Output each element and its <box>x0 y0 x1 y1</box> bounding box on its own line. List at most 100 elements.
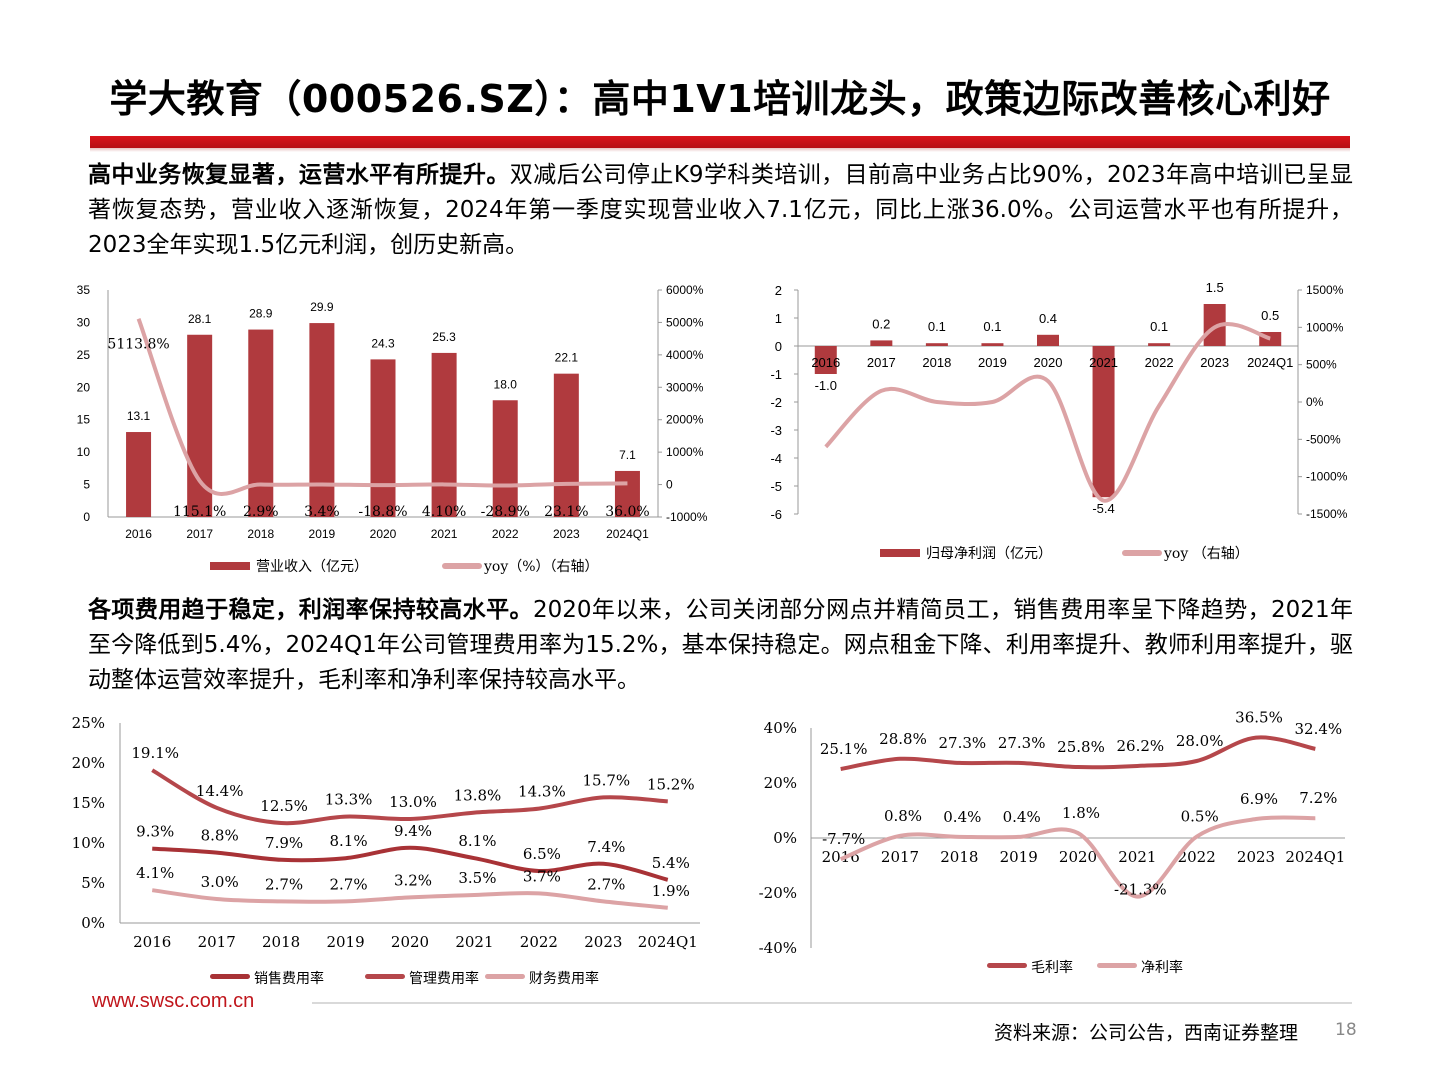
x-tick-label: 2021 <box>1118 848 1156 866</box>
legend-swatch-net-margin <box>1097 963 1137 968</box>
revenue-bar-label: 7.1 <box>619 448 636 462</box>
y-tick-label: -3 <box>770 423 782 438</box>
legend-label-yoy: yoy （右轴） <box>1163 546 1249 562</box>
net-margin-label: 1.8% <box>1062 804 1100 822</box>
legend-label-admin-expense: 管理费用率 <box>409 970 479 987</box>
y-tick-label: 10 <box>77 445 91 459</box>
gross-margin-label: 27.3% <box>939 734 987 752</box>
net-profit-bar-label: -5.4 <box>1092 501 1114 516</box>
admin-expense-label: 15.7% <box>583 771 631 789</box>
y-tick-label: -2 <box>770 395 782 410</box>
y2-tick-label: -1000% <box>666 510 708 524</box>
yoy-label: 23.1% <box>544 504 588 520</box>
x-tick-label: 2024Q1 <box>606 527 649 541</box>
finance-expense-label: 3.2% <box>394 871 432 889</box>
y2-tick-label: 5000% <box>666 315 704 329</box>
gross-margin-label: 28.0% <box>1176 732 1224 750</box>
admin-expense-label: 15.2% <box>647 775 695 793</box>
sales-expense-label: 6.5% <box>523 845 561 863</box>
net-profit-bar-label: 0.1 <box>983 319 1001 334</box>
finance-expense-label: 4.1% <box>136 864 174 882</box>
admin-expense-label: 19.1% <box>131 744 179 762</box>
yoy-label: 115.1% <box>173 504 226 520</box>
x-tick-label: 2019 <box>978 355 1007 370</box>
net-profit-bar <box>1037 334 1059 346</box>
y2-tick-label: 2000% <box>666 413 704 427</box>
legend-swatch-net-profit <box>880 549 920 557</box>
finance-expense-label: 2.7% <box>330 875 368 893</box>
y2-tick-label: 1000% <box>1306 320 1344 334</box>
footer-url[interactable]: www.swsc.com.cn <box>92 990 255 1012</box>
net-margin-label: 7.2% <box>1299 789 1337 807</box>
x-tick-label: 2024Q1 <box>1285 848 1345 866</box>
yoy-label: 2.9% <box>243 504 279 520</box>
section-2-lead: 各项费用趋于稳定，利润率保持较高水平。 <box>88 597 533 623</box>
sales-expense-label: 5.4% <box>652 854 690 872</box>
net-profit-bar-label: 0.1 <box>1150 319 1168 334</box>
y2-tick-label: 1000% <box>666 445 704 459</box>
y2-tick-label: -500% <box>1306 432 1341 446</box>
x-tick-label: 2023 <box>1237 848 1275 866</box>
y-tick-label: 0% <box>81 914 105 932</box>
net-margin-label: 0.8% <box>884 807 922 825</box>
revenue-bar-label: 18.0 <box>494 377 518 391</box>
section-2-body: 2020年以来，公司关闭部分网点并精简员工，销售费用率呈下降趋势，2021年至今… <box>88 597 1353 693</box>
y2-tick-label: 3000% <box>666 380 704 394</box>
revenue-bar <box>309 323 335 517</box>
net-margin-line <box>839 815 1316 899</box>
x-tick-label: 2024Q1 <box>1247 355 1293 370</box>
y-tick-label: 5% <box>81 874 105 892</box>
x-tick-label: 2016 <box>811 355 840 370</box>
net-profit-bar <box>870 340 893 346</box>
net-profit-bar <box>981 343 1004 346</box>
y-tick-label: 35 <box>77 283 91 297</box>
finance-expense-label: 3.0% <box>201 873 239 891</box>
x-tick-label: 2017 <box>881 848 919 866</box>
y-tick-label: 10% <box>72 834 105 852</box>
section-1-lead: 高中业务恢复显著，运营水平有所提升。 <box>88 162 510 188</box>
expense-ratio-chart: 25% 20% 15% 10% 5% 0% 2016 2017 2018 2019 2020 2021… <box>72 714 700 987</box>
revenue-bar <box>553 373 579 517</box>
admin-expense-label: 13.3% <box>325 791 373 809</box>
legend-label-gross-margin: 毛利率 <box>1031 959 1073 976</box>
x-tick-label: 2022 <box>492 527 519 541</box>
x-tick-label: 2022 <box>520 933 558 951</box>
page-number: 18 <box>1335 1020 1357 1040</box>
net-margin-label: 0.4% <box>943 808 981 826</box>
net-profit-bar <box>814 346 837 374</box>
x-tick-label: 2020 <box>1059 848 1097 866</box>
x-tick-label: 2019 <box>326 933 364 951</box>
revenue-bar <box>370 359 396 517</box>
y2-tick-label: 6000% <box>666 283 704 297</box>
gross-margin-label: 25.8% <box>1057 738 1105 756</box>
revenue-bar-label: 29.9 <box>310 300 334 314</box>
legend-label-yoy: yoy（%）（右轴） <box>483 559 599 575</box>
net-profit-bar <box>1203 304 1226 346</box>
x-tick-label: 2022 <box>1145 355 1174 370</box>
revenue-bar-label: 28.9 <box>249 307 273 321</box>
yoy-label: 36.0% <box>605 504 649 520</box>
y-tick-label: -6 <box>770 507 782 522</box>
x-tick-label: 2018 <box>247 527 274 541</box>
x-tick-label: 2023 <box>1200 355 1229 370</box>
y-tick-label: 15% <box>72 794 105 812</box>
x-tick-label: 2018 <box>922 355 951 370</box>
revenue-bar <box>126 432 152 517</box>
x-tick-label: 2023 <box>553 527 580 541</box>
y-tick-label: 15 <box>77 413 91 427</box>
y-tick-label: 25% <box>72 714 105 732</box>
net-profit-bar-label: 0.1 <box>928 319 946 334</box>
legend-label-sales-expense: 销售费用率 <box>254 970 324 987</box>
x-tick-label: 2017 <box>867 355 896 370</box>
legend-swatch-sales-expense <box>210 974 250 979</box>
y-tick-label: -40% <box>759 939 797 957</box>
y-tick-label: 20 <box>77 380 91 394</box>
gross-margin-label: 25.1% <box>820 740 868 758</box>
legend-label-revenue: 营业收入（亿元） <box>256 559 368 575</box>
legend-swatch-yoy <box>1122 550 1162 556</box>
title-underline-bar <box>90 136 1350 148</box>
x-tick-label: 2016 <box>125 527 152 541</box>
y-tick-label: 20% <box>72 754 105 772</box>
y-tick-label: 30 <box>77 315 91 329</box>
sales-expense-label: 7.9% <box>265 834 303 852</box>
